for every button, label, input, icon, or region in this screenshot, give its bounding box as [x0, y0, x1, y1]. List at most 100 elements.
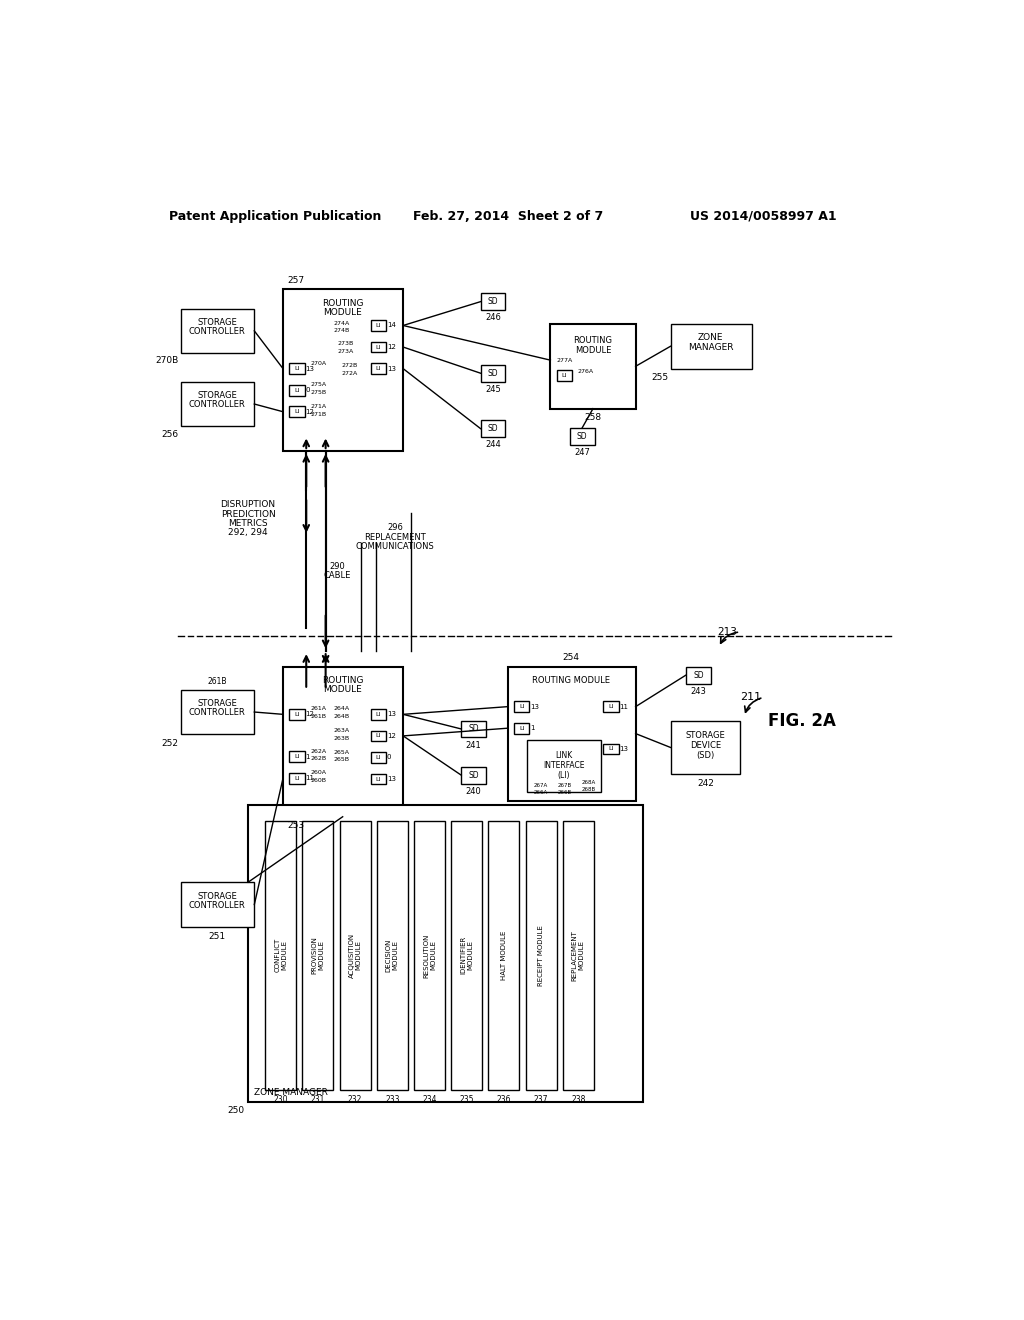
- Text: REPLACEMENT: REPLACEMENT: [365, 533, 426, 541]
- Text: 274B: 274B: [334, 329, 349, 334]
- Text: 267A: 267A: [534, 784, 548, 788]
- Text: INTERFACE: INTERFACE: [543, 760, 585, 770]
- FancyBboxPatch shape: [480, 420, 506, 437]
- Text: Feb. 27, 2014  Sheet 2 of 7: Feb. 27, 2014 Sheet 2 of 7: [413, 210, 603, 223]
- Text: STORAGE: STORAGE: [685, 731, 725, 741]
- Text: 265B: 265B: [334, 758, 349, 762]
- FancyBboxPatch shape: [514, 701, 529, 711]
- Text: 13: 13: [530, 704, 540, 710]
- FancyBboxPatch shape: [371, 363, 386, 374]
- Text: 273B: 273B: [337, 342, 353, 346]
- Text: 275B: 275B: [310, 389, 327, 395]
- Text: 260A: 260A: [310, 771, 326, 775]
- Text: LI: LI: [294, 366, 300, 371]
- Text: 270A: 270A: [310, 360, 327, 366]
- Text: 264B: 264B: [334, 714, 349, 719]
- Text: CONTROLLER: CONTROLLER: [188, 709, 246, 717]
- FancyBboxPatch shape: [248, 805, 643, 1102]
- Text: 1: 1: [530, 725, 535, 731]
- FancyBboxPatch shape: [508, 667, 636, 801]
- Text: LI: LI: [561, 374, 567, 378]
- Text: Patent Application Publication: Patent Application Publication: [169, 210, 381, 223]
- FancyBboxPatch shape: [289, 774, 305, 784]
- Text: HALT MODULE: HALT MODULE: [501, 931, 507, 979]
- Text: 1: 1: [305, 754, 310, 760]
- Text: 274A: 274A: [334, 321, 349, 326]
- FancyBboxPatch shape: [569, 428, 595, 445]
- Text: 262B: 262B: [310, 756, 327, 762]
- Text: LI: LI: [294, 754, 300, 759]
- Text: 260B: 260B: [310, 777, 326, 783]
- Text: FIG. 2A: FIG. 2A: [768, 711, 837, 730]
- Text: PROVISION
MODULE: PROVISION MODULE: [311, 936, 325, 974]
- Text: 268B: 268B: [582, 787, 596, 792]
- Text: COMMUNICATIONS: COMMUNICATIONS: [356, 543, 435, 550]
- Text: 290: 290: [330, 562, 345, 572]
- Text: 211: 211: [740, 693, 762, 702]
- Text: 252: 252: [162, 739, 178, 748]
- Text: 263A: 263A: [334, 729, 349, 733]
- Text: 12: 12: [387, 345, 395, 350]
- Text: REPLACEMENT
MODULE: REPLACEMENT MODULE: [571, 929, 585, 981]
- Text: 243: 243: [690, 686, 707, 696]
- Text: SD: SD: [693, 671, 703, 680]
- Text: LI: LI: [376, 734, 381, 738]
- FancyBboxPatch shape: [371, 321, 386, 331]
- Text: STORAGE: STORAGE: [198, 700, 237, 708]
- FancyBboxPatch shape: [289, 363, 305, 374]
- Text: 232: 232: [348, 1094, 362, 1104]
- FancyBboxPatch shape: [289, 407, 305, 417]
- Text: SD: SD: [487, 424, 499, 433]
- Text: 272A: 272A: [341, 371, 357, 376]
- FancyBboxPatch shape: [180, 689, 254, 734]
- Text: 273A: 273A: [337, 350, 353, 354]
- Text: US 2014/0058997 A1: US 2014/0058997 A1: [690, 210, 837, 223]
- FancyBboxPatch shape: [180, 381, 254, 426]
- Text: SD: SD: [468, 725, 479, 734]
- FancyBboxPatch shape: [371, 730, 386, 742]
- Text: 12: 12: [305, 409, 314, 414]
- Text: PREDICTION: PREDICTION: [221, 510, 275, 519]
- Text: ACQUISITION
MODULE: ACQUISITION MODULE: [348, 933, 361, 978]
- Text: 12: 12: [387, 733, 395, 739]
- FancyBboxPatch shape: [371, 774, 386, 784]
- Text: (SD): (SD): [696, 751, 715, 760]
- Text: LI: LI: [608, 747, 613, 751]
- Text: LI: LI: [376, 755, 381, 760]
- FancyBboxPatch shape: [180, 309, 254, 354]
- Text: 237: 237: [534, 1094, 548, 1104]
- Text: LINK: LINK: [555, 751, 572, 759]
- FancyBboxPatch shape: [265, 821, 296, 1090]
- FancyBboxPatch shape: [557, 370, 572, 381]
- Text: CONTROLLER: CONTROLLER: [188, 400, 246, 409]
- FancyBboxPatch shape: [563, 821, 594, 1090]
- Text: DEVICE: DEVICE: [690, 742, 721, 750]
- Text: 265A: 265A: [334, 750, 349, 755]
- Text: 253: 253: [287, 821, 304, 830]
- Text: STORAGE: STORAGE: [198, 318, 237, 327]
- Text: MODULE: MODULE: [574, 346, 611, 355]
- FancyBboxPatch shape: [671, 323, 752, 368]
- Text: ZONE MANAGER: ZONE MANAGER: [254, 1088, 329, 1097]
- Text: MODULE: MODULE: [324, 685, 362, 694]
- Text: 13: 13: [620, 746, 629, 752]
- Text: 261B: 261B: [310, 714, 326, 719]
- Text: IDENTIFIER
MODULE: IDENTIFIER MODULE: [460, 936, 473, 974]
- Text: 233: 233: [385, 1094, 399, 1104]
- FancyBboxPatch shape: [371, 752, 386, 763]
- Text: 270B: 270B: [155, 356, 178, 366]
- Text: 213: 213: [717, 627, 737, 638]
- FancyBboxPatch shape: [302, 821, 334, 1090]
- Text: 14: 14: [387, 322, 395, 329]
- Text: 244: 244: [485, 441, 501, 449]
- FancyBboxPatch shape: [289, 709, 305, 719]
- Text: 11: 11: [305, 775, 314, 781]
- Text: LI: LI: [376, 366, 381, 371]
- FancyBboxPatch shape: [603, 701, 618, 711]
- Text: (LI): (LI): [557, 771, 569, 780]
- Text: MODULE: MODULE: [324, 308, 362, 317]
- FancyBboxPatch shape: [371, 709, 386, 719]
- Text: 266B: 266B: [558, 789, 572, 795]
- Text: CONTROLLER: CONTROLLER: [188, 900, 246, 909]
- Text: 271A: 271A: [310, 404, 327, 409]
